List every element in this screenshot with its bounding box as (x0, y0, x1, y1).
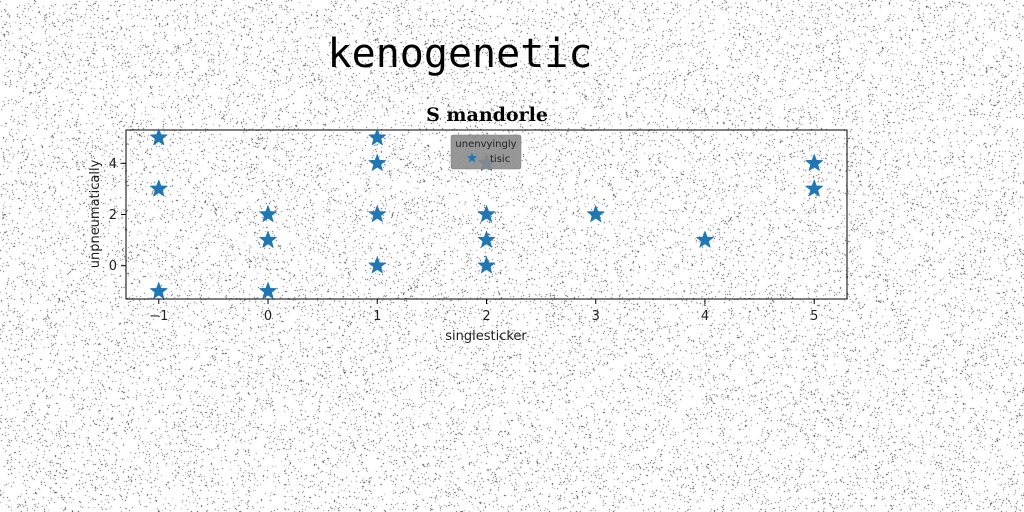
data-point-star (368, 256, 387, 274)
data-point-star (477, 256, 496, 274)
data-point-star (477, 230, 496, 248)
data-point-star (149, 282, 168, 299)
legend-star-icon (466, 152, 478, 163)
page-heading: kenogenetic (327, 31, 593, 77)
legend-box (450, 134, 522, 170)
data-point-star (696, 230, 714, 248)
x-axis: −1 0 1 2 3 4 5 (149, 299, 818, 324)
chart-title: S mandorle (426, 104, 548, 126)
data-point-star (368, 205, 387, 223)
data-point-star (368, 153, 387, 171)
x-tick-label: 2 (482, 309, 490, 324)
y-axis-label: unpneumatically (88, 159, 103, 268)
x-tick-label: 0 (264, 309, 272, 324)
y-tick-label: 2 (109, 208, 117, 223)
data-point-star (259, 282, 277, 299)
x-axis-label: singlesticker (445, 329, 527, 344)
data-point-star (368, 128, 387, 146)
x-tick-label: 4 (701, 309, 709, 324)
legend-marker-icon (466, 152, 478, 163)
data-point-star (477, 205, 496, 223)
data-point-star (259, 205, 277, 223)
data-point-star (805, 153, 824, 171)
data-point-star (259, 230, 277, 248)
legend-title: unenvyingly (455, 139, 516, 150)
data-point-star (805, 179, 824, 197)
x-tick-label: 3 (592, 309, 600, 324)
legend: unenvyingly tisic (450, 134, 522, 170)
y-tick-label: 4 (109, 157, 117, 172)
x-tick-label: 1 (373, 309, 381, 324)
data-points (149, 128, 824, 299)
data-point-star (149, 128, 168, 146)
data-point-star (586, 205, 605, 223)
data-point-star (149, 179, 168, 197)
y-axis: 0 2 4 (109, 157, 126, 274)
x-tick-label: −1 (149, 309, 168, 324)
legend-entry-label: tisic (490, 154, 510, 165)
y-tick-label: 0 (109, 259, 117, 274)
x-tick-label: 5 (810, 309, 818, 324)
